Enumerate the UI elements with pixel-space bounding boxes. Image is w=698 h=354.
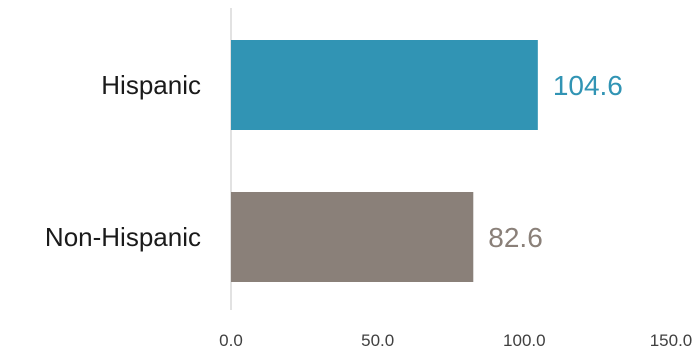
bar-hispanic <box>231 40 538 130</box>
bar-non-hispanic <box>231 192 474 282</box>
category-label-non-hispanic: Non-Hispanic <box>45 222 201 252</box>
bars-layer <box>231 40 538 282</box>
x-tick-label: 50.0 <box>361 331 394 350</box>
x-tick-label: 0.0 <box>219 331 243 350</box>
value-label-hispanic: 104.6 <box>553 70 623 101</box>
value-label-non-hispanic: 82.6 <box>488 222 543 253</box>
labels-layer: Hispanic 104.6 Non-Hispanic 82.6 <box>45 70 623 253</box>
x-axis-ticks: 0.0 50.0 100.0 150.0 <box>219 331 692 350</box>
x-tick-label: 150.0 <box>650 331 693 350</box>
x-tick-label: 100.0 <box>503 331 546 350</box>
category-label-hispanic: Hispanic <box>101 70 201 100</box>
